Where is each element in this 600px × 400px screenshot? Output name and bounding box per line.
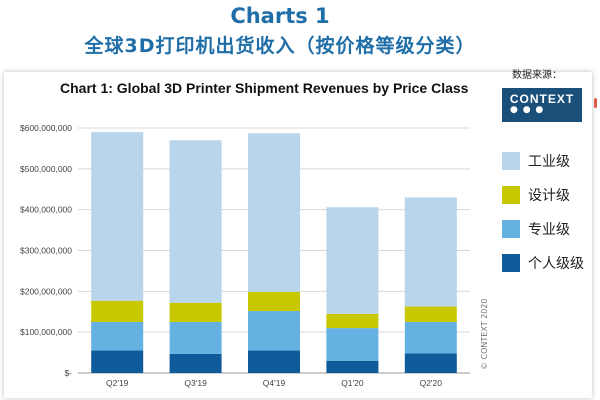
context-logo: CONTEXT ● ● ● [502, 88, 582, 122]
y-tick-label: $- [64, 368, 72, 378]
legend-item: 个人级级 [502, 252, 598, 286]
bar-segment [326, 313, 379, 329]
legend-label: 专业级 [528, 222, 570, 238]
bar-segment [169, 321, 222, 354]
bar-segment [91, 300, 144, 322]
y-tick-label: $500,000,000 [20, 164, 72, 174]
logo-text: CONTEXT [509, 92, 575, 106]
y-tick-label: $600,000,000 [20, 123, 72, 133]
bar-segment [404, 306, 457, 322]
legend-item: 工业级 [502, 150, 598, 184]
bar-segment [326, 328, 379, 361]
x-tick-label: Q2'19 [106, 378, 129, 388]
source-label: 数据来源： [512, 70, 562, 81]
bar-segment [91, 321, 144, 351]
bar-segment [404, 353, 457, 373]
legend-swatch [502, 220, 520, 238]
x-axis-ticks: Q2'19 Q3'19 Q4'19 Q1'20 Q2'20 [106, 378, 442, 388]
bar-segment [91, 132, 144, 301]
y-tick-label: $100,000,000 [20, 327, 72, 337]
x-tick-label: Q4'19 [263, 378, 286, 388]
legend-swatch [502, 186, 520, 204]
y-tick-label: $200,000,000 [20, 286, 72, 296]
x-tick-label: Q1'20 [341, 378, 364, 388]
x-tick-label: Q3'19 [184, 378, 207, 388]
x-tick-label: Q2'20 [420, 378, 443, 388]
legend-label: 工业级 [528, 154, 570, 170]
bar-segment [248, 133, 300, 292]
legend: 工业级设计级专业级个人级级 [502, 150, 598, 286]
bar-segment [326, 360, 379, 373]
red-mark-icon [594, 98, 597, 108]
legend-swatch [502, 152, 520, 170]
bar-segment [169, 302, 222, 322]
y-tick-label: $300,000,000 [20, 246, 72, 256]
slide-subtitle: 全球3D打印机出货收入（按价格等级分类） [84, 35, 476, 57]
y-tick-label: $400,000,000 [20, 205, 72, 215]
bar-segment [326, 207, 379, 314]
bar-segment [169, 140, 222, 303]
bar-segment [91, 350, 144, 373]
chart-title: Chart 1: Global 3D Printer Shipment Reve… [60, 80, 469, 96]
y-axis-ticks: $- $100,000,000 $200,000,000 $300,000,000 $4… [20, 123, 72, 378]
bar-segment [248, 310, 300, 351]
legend-label: 个人级级 [528, 256, 584, 272]
slide-title: Charts 1 [230, 4, 330, 28]
bar-segment [169, 353, 222, 373]
legend-label: 设计级 [528, 188, 570, 204]
copyright-note: © CONTEXT 2020 [480, 298, 489, 370]
bars [91, 132, 457, 373]
bar-segment [404, 197, 457, 307]
bar-segment [248, 291, 300, 311]
logo-dots-icon: ● ● ● [510, 105, 545, 115]
legend-item: 设计级 [502, 184, 598, 218]
bar-segment [404, 321, 457, 354]
legend-item: 专业级 [502, 218, 598, 252]
bar-segment [248, 350, 300, 373]
legend-swatch [502, 254, 520, 272]
